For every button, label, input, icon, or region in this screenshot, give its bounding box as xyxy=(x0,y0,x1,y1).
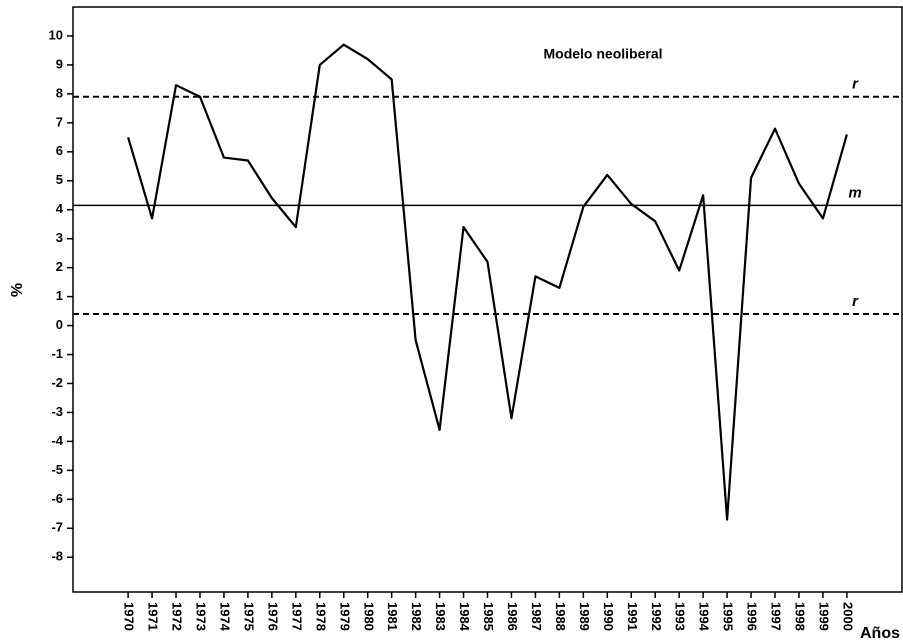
x-tick-label: 1986 xyxy=(505,602,520,631)
y-tick-label: -4 xyxy=(51,433,63,448)
y-axis-label: % xyxy=(9,283,26,297)
x-tick-label: 1976 xyxy=(265,602,280,631)
x-tick-label: 1998 xyxy=(793,602,808,631)
y-tick-label: 3 xyxy=(56,230,63,245)
y-tick-label: -6 xyxy=(51,491,63,506)
x-tick-label: 1972 xyxy=(170,602,185,631)
x-tick-label: 1980 xyxy=(361,602,376,631)
x-tick-label: 1996 xyxy=(745,602,760,631)
y-tick-label: 6 xyxy=(56,143,63,158)
x-tick-label: 1991 xyxy=(625,602,640,631)
reference-label: r xyxy=(852,76,859,93)
x-tick-label: 1989 xyxy=(577,602,592,631)
x-tick-label: 1994 xyxy=(697,602,712,632)
chart-title: Modelo neoliberal xyxy=(543,46,662,62)
y-tick-label: 4 xyxy=(56,201,64,216)
x-tick-label: 1988 xyxy=(553,602,568,631)
y-tick-label: 2 xyxy=(56,259,63,274)
x-tick-label: 1990 xyxy=(601,602,616,631)
x-axis-label: Años xyxy=(860,625,900,642)
x-tick-label: 1992 xyxy=(649,602,664,631)
x-tick-label: 1999 xyxy=(816,602,831,631)
x-tick-label: 1995 xyxy=(721,602,736,631)
x-tick-label: 1977 xyxy=(289,602,304,631)
data-line xyxy=(127,43,848,521)
y-tick-label: -7 xyxy=(51,520,63,535)
x-tick-label: 1973 xyxy=(194,602,209,631)
y-tick-label: 5 xyxy=(56,172,63,187)
x-tick-label: 1975 xyxy=(241,602,256,631)
x-tick-label: 1983 xyxy=(433,602,448,631)
y-tick-label: 10 xyxy=(49,27,63,42)
y-tick-label: -1 xyxy=(51,346,63,361)
x-tick-label: 1971 xyxy=(146,602,161,631)
x-tick-label: 1970 xyxy=(122,602,137,631)
x-tick-label: 1985 xyxy=(481,602,496,631)
x-tick-label: 1993 xyxy=(673,602,688,631)
y-tick-label: 0 xyxy=(56,317,63,332)
x-tick-label: 1978 xyxy=(313,602,328,631)
x-tick-label: 1982 xyxy=(409,602,424,631)
reference-label: r xyxy=(852,293,859,310)
y-tick-label: -3 xyxy=(51,404,63,419)
y-tick-label: 1 xyxy=(56,288,63,303)
y-tick-label: -8 xyxy=(51,549,63,564)
x-tick-label: 1997 xyxy=(769,602,784,631)
x-tick-label: 1979 xyxy=(337,602,352,631)
x-tick-label: 2000 xyxy=(840,602,855,631)
reference-label: m xyxy=(848,184,861,201)
x-tick-label: 1987 xyxy=(529,602,544,631)
y-tick-label: 8 xyxy=(56,85,63,100)
y-tick-label: 7 xyxy=(56,114,63,129)
y-tick-label: -5 xyxy=(51,462,63,477)
y-tick-label: -2 xyxy=(51,375,63,390)
x-tick-label: 1984 xyxy=(457,602,472,632)
x-tick-label: 1974 xyxy=(218,602,233,632)
y-tick-label: 9 xyxy=(56,56,63,71)
x-tick-label: 1981 xyxy=(385,602,400,631)
